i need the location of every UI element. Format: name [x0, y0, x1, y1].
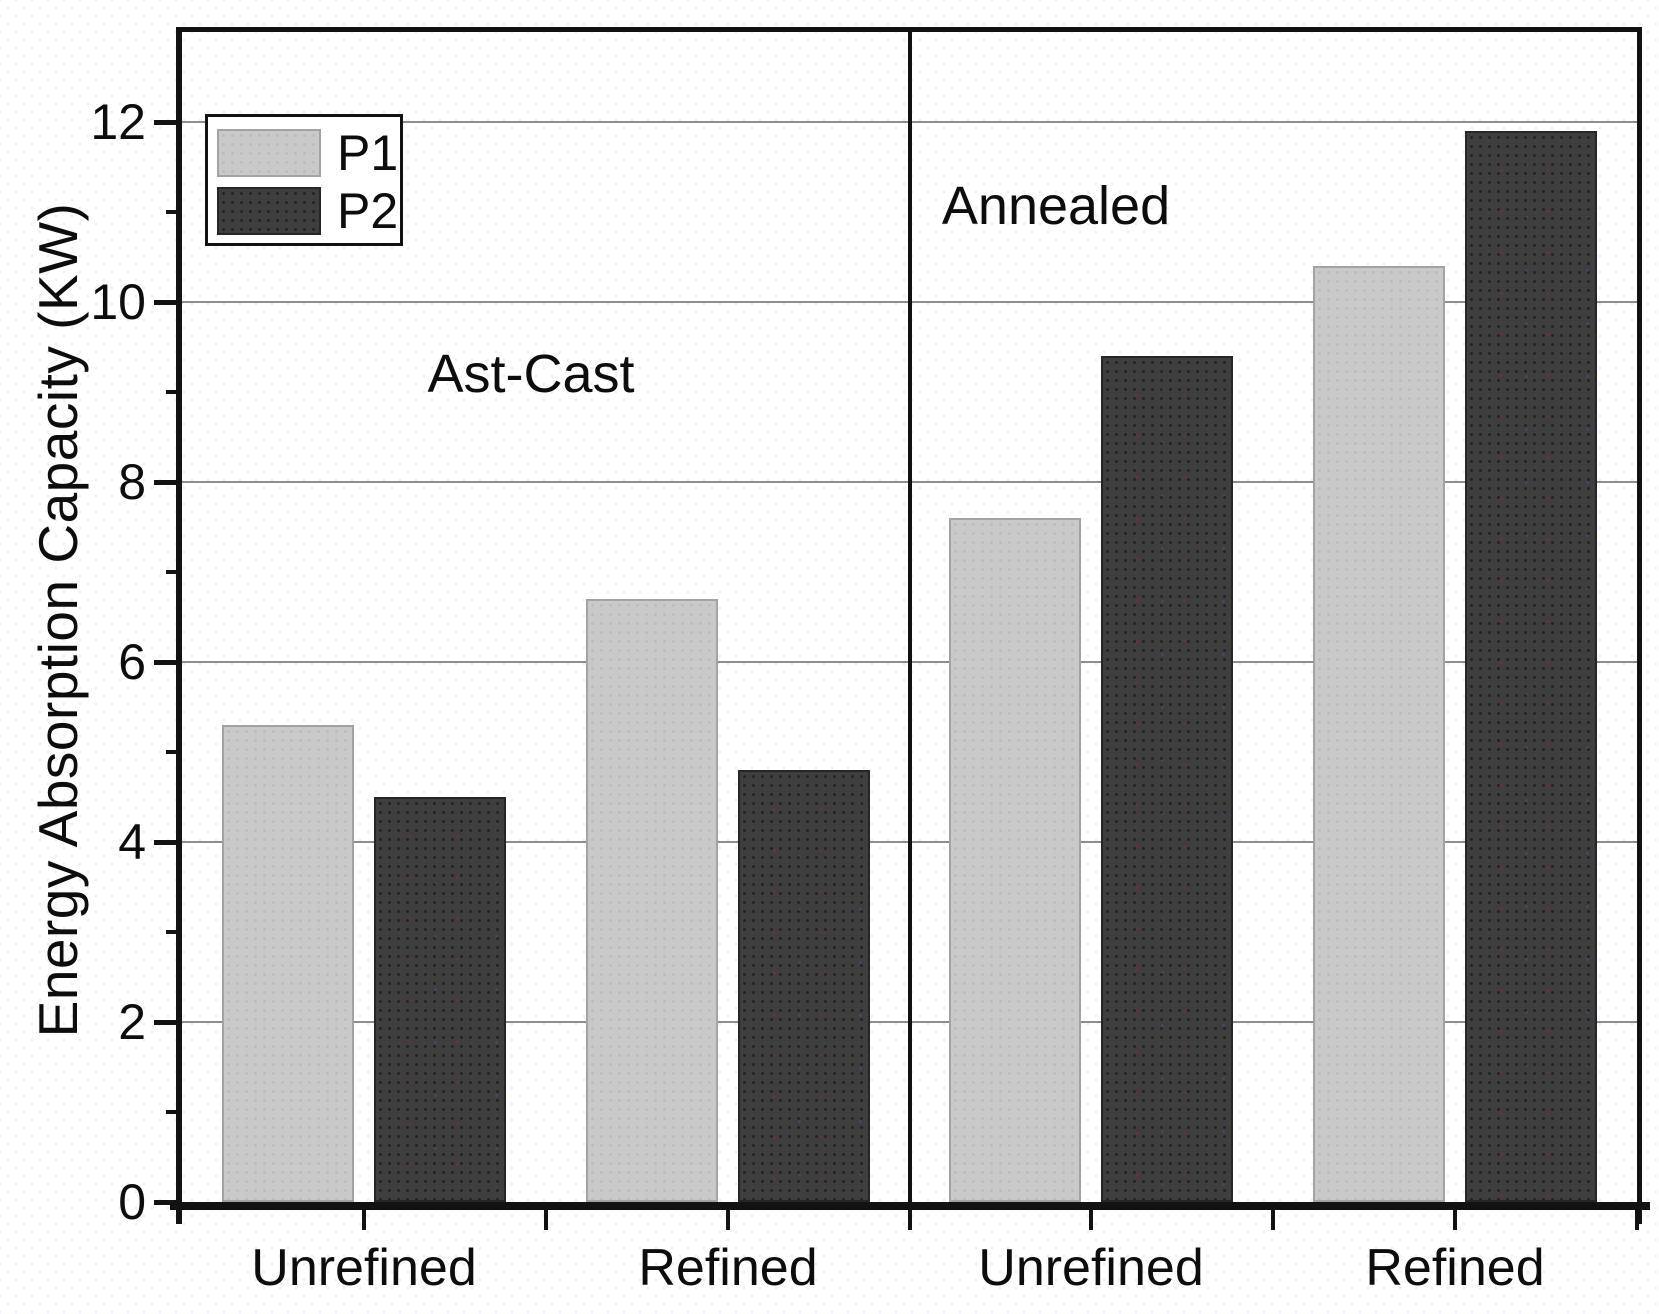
y-tick-0 [154, 1200, 182, 1205]
plot-area [182, 32, 1637, 1202]
y-minor-tick-9 [166, 390, 182, 394]
y-tick-label-0: 0 [118, 1174, 146, 1230]
x-tick-4 [908, 1210, 912, 1230]
x-tick-8 [1635, 1210, 1639, 1230]
y-tick-label-8: 8 [118, 454, 146, 510]
legend-label-p1: P1 [337, 125, 399, 181]
y-tick-4 [154, 840, 182, 845]
panel-label-ast-cast: Ast-Cast [427, 344, 635, 404]
x-category-label-3: Unrefined [978, 1239, 1204, 1297]
x-category-label-1: Unrefined [251, 1239, 477, 1297]
y-tick-8 [154, 480, 182, 485]
legend-swatch-p1 [217, 129, 321, 177]
y-minor-tick-7 [166, 570, 182, 574]
x-tick-3 [726, 1210, 730, 1230]
bar-ast-cast-unrefined-p2 [374, 797, 506, 1202]
bar-annealed-unrefined-p2 [1101, 356, 1233, 1202]
bar-ast-cast-unrefined-p1 [222, 725, 354, 1202]
bar-annealed-unrefined-p1 [949, 518, 1081, 1202]
legend-row-p1: P1 [217, 124, 398, 182]
y-tick-label-4: 4 [118, 814, 146, 870]
legend-label-p2: P2 [337, 183, 399, 239]
bar-ast-cast-refined-p2 [738, 770, 870, 1202]
y-tick-label-12: 12 [90, 94, 146, 150]
legend-row-p2: P2 [217, 182, 398, 240]
y-tick-2 [154, 1020, 182, 1025]
y-tick-12 [154, 120, 182, 125]
y-tick-label-6: 6 [118, 634, 146, 690]
y-tick-label-2: 2 [118, 994, 146, 1050]
y-tick-label-10: 10 [90, 274, 146, 330]
y-tick-6 [154, 660, 182, 665]
x-category-label-4: Refined [1365, 1239, 1545, 1297]
x-category-label-2: Refined [638, 1239, 818, 1297]
bar-annealed-refined-p1 [1313, 266, 1445, 1202]
panel-label-annealed: Annealed [941, 176, 1171, 236]
x-tick-1 [362, 1210, 366, 1230]
y-minor-tick-11 [166, 210, 182, 214]
x-tick-6 [1271, 1210, 1275, 1230]
plot-frame-top [176, 27, 1642, 32]
bar-ast-cast-refined-p1 [586, 599, 718, 1202]
y-minor-tick-3 [166, 930, 182, 934]
x-tick-2 [544, 1210, 548, 1230]
y-tick-10 [154, 300, 182, 305]
plot-frame-right [1637, 27, 1642, 1224]
x-axis-line [170, 1202, 1650, 1210]
bar-annealed-refined-p2 [1465, 131, 1597, 1202]
legend: P1 P2 [205, 114, 403, 246]
y-minor-tick-1 [166, 1110, 182, 1114]
y-minor-tick-5 [166, 750, 182, 754]
legend-swatch-p2 [217, 187, 321, 235]
panel-divider-line [908, 32, 912, 1202]
x-tick-5 [1089, 1210, 1093, 1230]
y-axis-line [176, 27, 182, 1224]
x-tick-7 [1453, 1210, 1457, 1230]
